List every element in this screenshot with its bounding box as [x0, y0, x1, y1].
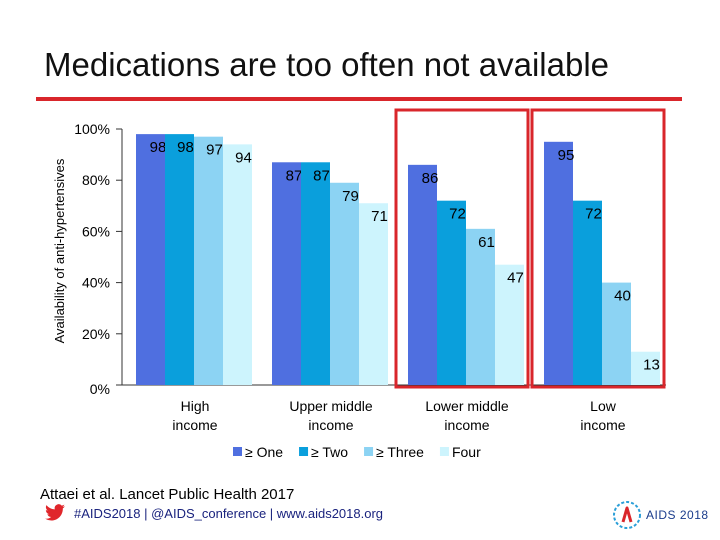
x-tick-label: High income [172, 398, 217, 433]
x-tick-label: Lower middle income [425, 398, 508, 433]
bar [359, 203, 388, 385]
y-tick-label: 60% [82, 223, 110, 239]
highlight-box [530, 108, 666, 389]
data-label: 87 [313, 167, 330, 184]
data-label: 47 [507, 270, 524, 287]
bar [165, 134, 194, 385]
bar [330, 182, 359, 385]
data-label: 98 [177, 139, 194, 156]
y-tick-label: 100% [74, 121, 110, 137]
bar [408, 164, 437, 385]
bar [631, 351, 660, 385]
bar [437, 200, 466, 385]
y-tick-label: 0% [90, 381, 110, 397]
legend-label: ≥ Two [311, 444, 348, 460]
legend-label: ≥ Three [376, 444, 424, 460]
bar [301, 162, 330, 385]
data-label: 98 [150, 139, 167, 156]
y-tick-label: 40% [82, 275, 110, 291]
data-label: 13 [643, 357, 660, 374]
ribbon-icon [613, 501, 641, 529]
legend-swatch [439, 447, 449, 456]
aids2018-ribbon-logo: AIDS 2018 [612, 500, 709, 530]
data-label: 71 [371, 208, 388, 225]
y-axis-label: Availability of anti-hypertensives [52, 158, 67, 343]
y-tick-label: 80% [82, 172, 110, 188]
legend-swatch [299, 447, 309, 456]
data-label: 86 [422, 170, 439, 187]
bar [602, 282, 631, 385]
data-label: 72 [585, 206, 602, 223]
data-label: 87 [286, 167, 303, 184]
legend-swatch [233, 447, 242, 456]
x-tick-label: Low income [580, 398, 625, 433]
bar [573, 200, 602, 385]
bar [136, 134, 165, 385]
legend-label: Four [452, 444, 481, 460]
data-label: 40 [614, 288, 631, 305]
data-label: 61 [478, 234, 495, 251]
source-citation: Attaei et al. Lancet Public Health 2017 [40, 486, 295, 503]
data-label: 94 [235, 149, 252, 166]
x-tick-label: Upper middle income [289, 398, 372, 433]
bar [466, 228, 495, 385]
highlight-box [394, 108, 530, 389]
logo-text: AIDS 2018 [646, 508, 709, 522]
data-label: 79 [342, 188, 359, 205]
legend-swatch [364, 447, 374, 456]
bar-chart: 0% 20% 40% 60% 80% 100% Availability of anti-h… [52, 108, 666, 460]
twitter-bird-icon [45, 504, 65, 521]
bar [194, 136, 223, 385]
data-label: 72 [449, 206, 466, 223]
slide-title: Medications are too often not available [44, 46, 610, 83]
y-tick-label: 20% [82, 326, 110, 342]
footer: #AIDS2018 | @AIDS_conference | www.aids2… [44, 504, 383, 522]
bar [495, 264, 524, 385]
data-label: 97 [206, 142, 223, 159]
footer-text: #AIDS2018 | @AIDS_conference | www.aids2… [74, 505, 384, 521]
bar [544, 141, 573, 385]
legend-label: ≥ One [245, 444, 283, 460]
bar [272, 162, 301, 385]
data-label: 95 [558, 147, 575, 164]
bar [223, 144, 252, 385]
title-underline [36, 97, 682, 101]
